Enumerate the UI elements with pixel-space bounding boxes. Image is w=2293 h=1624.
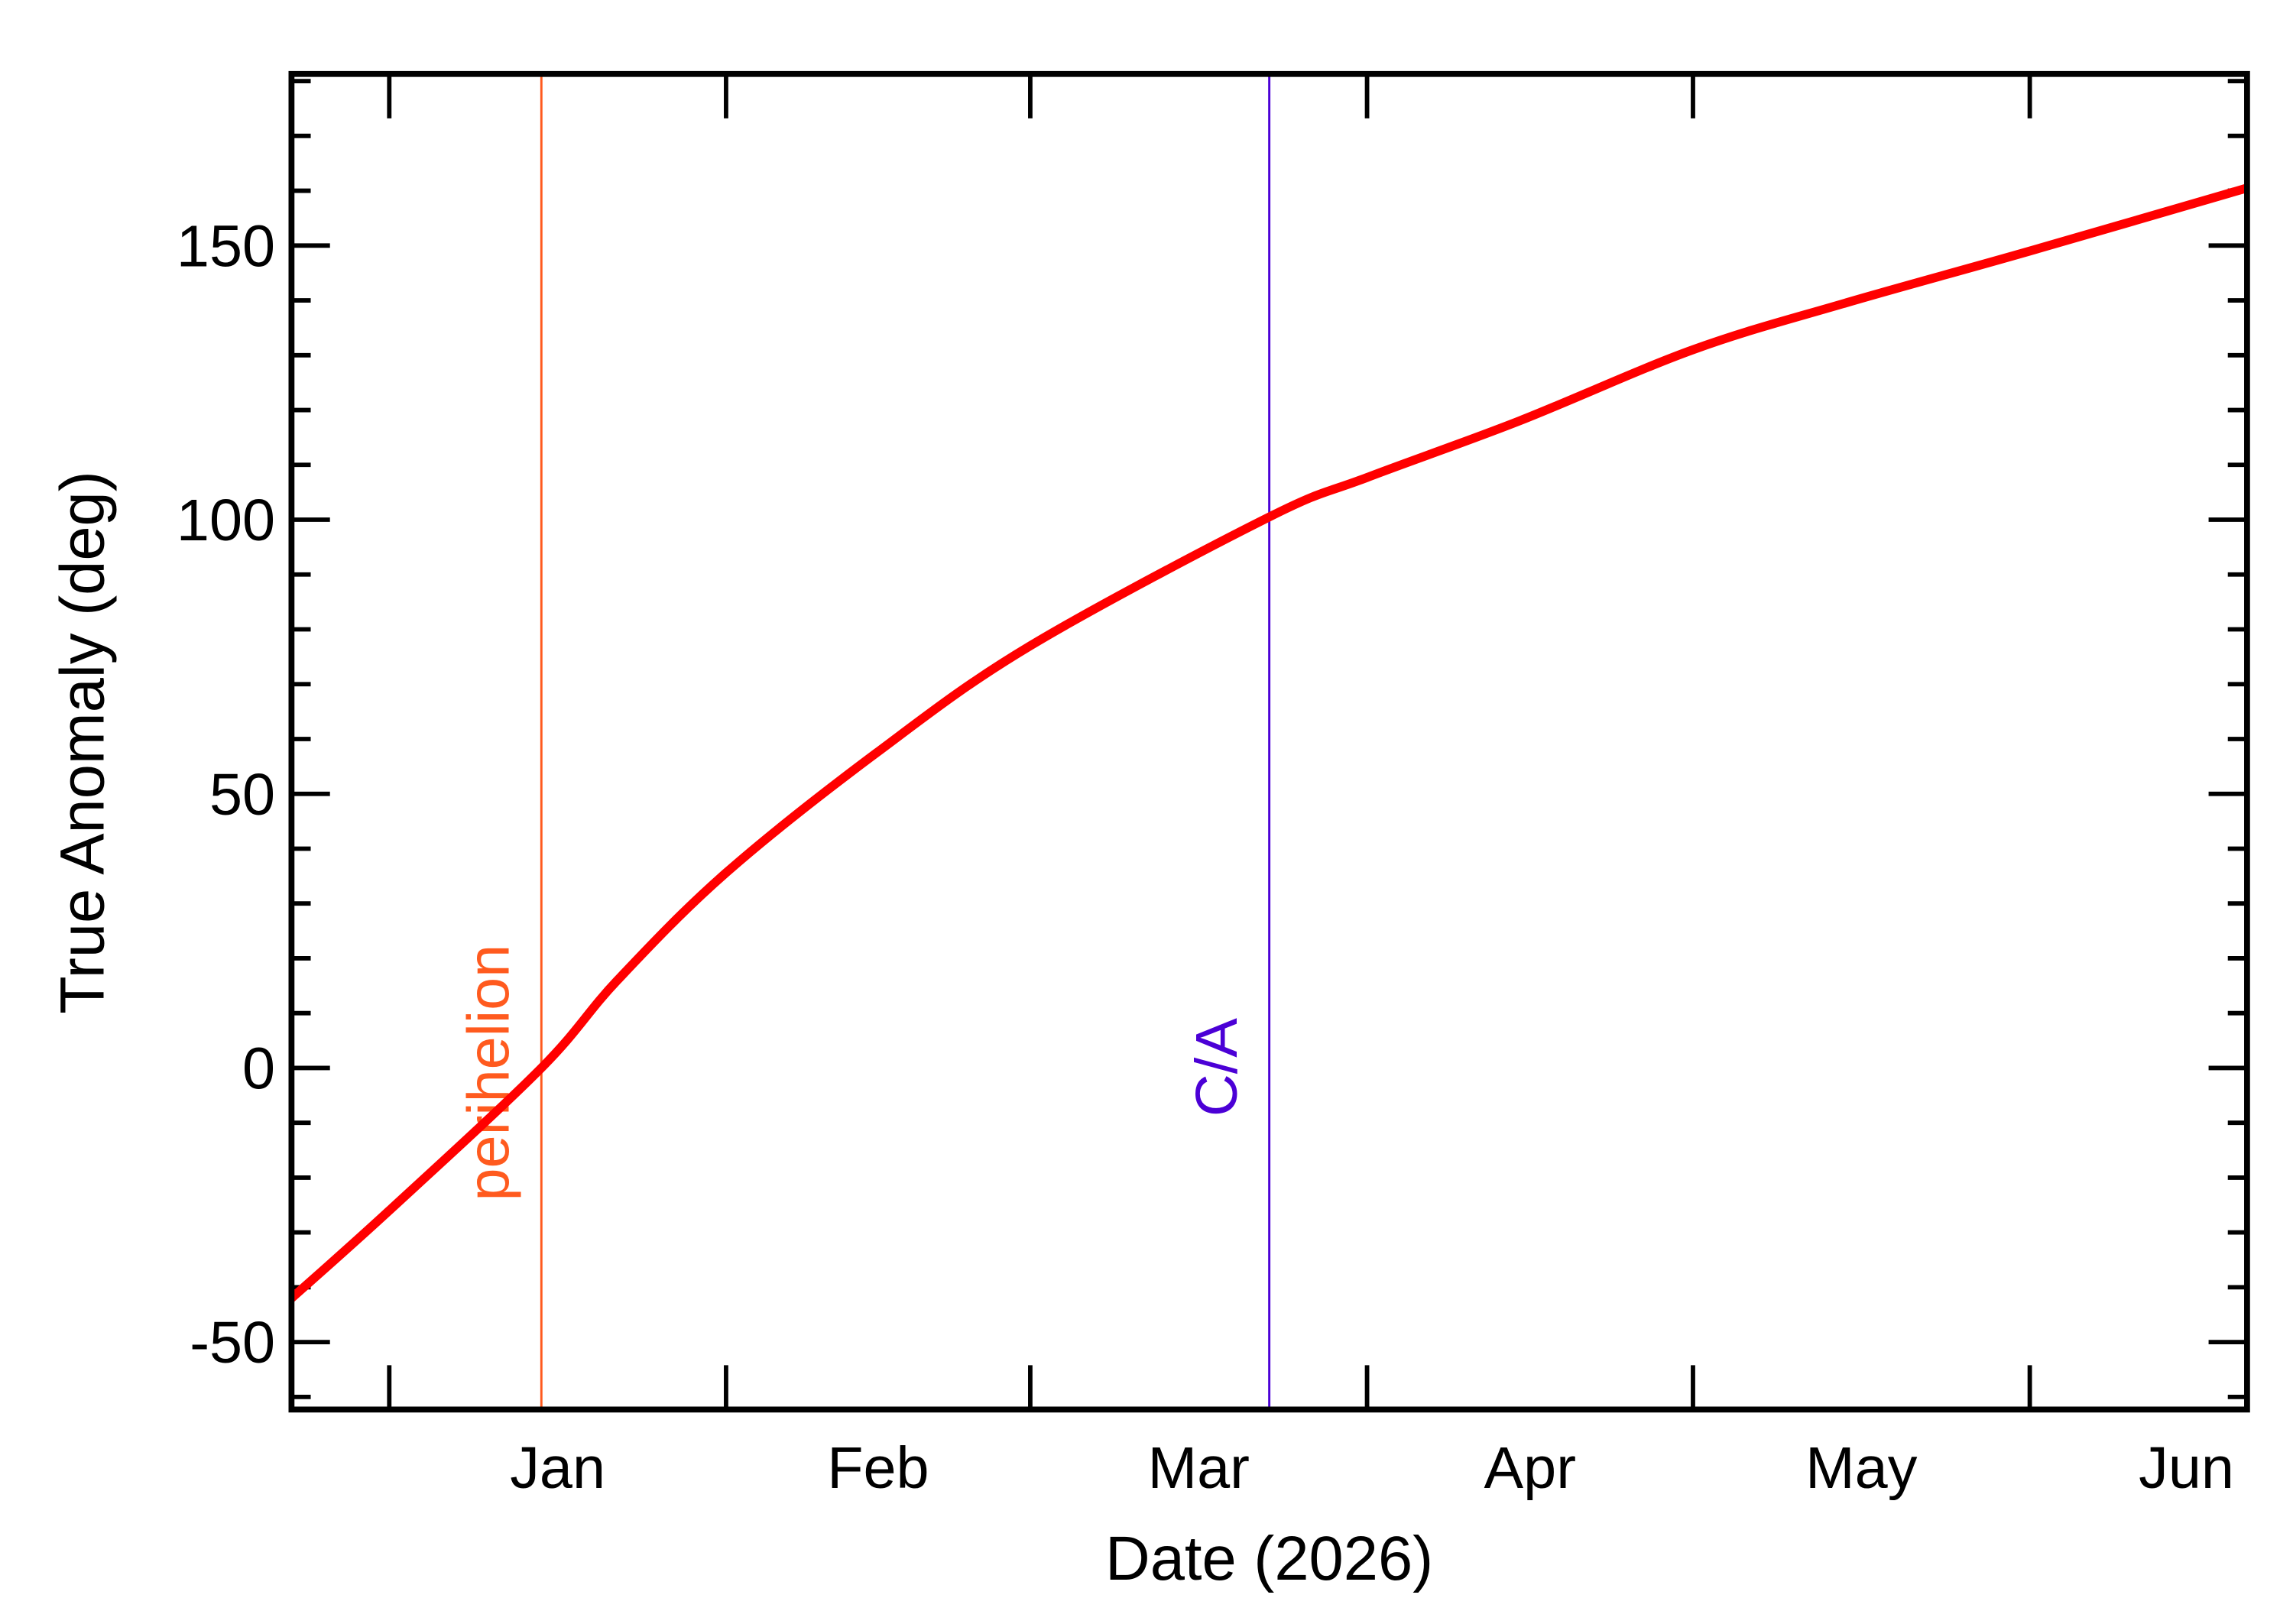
x-tick-label: Jan	[510, 1435, 605, 1501]
annotation-label: perihelion	[456, 945, 522, 1201]
y-tick-label: 150	[177, 213, 275, 279]
x-tick-label: Feb	[827, 1435, 929, 1501]
x-tick-label: Apr	[1484, 1435, 1576, 1501]
x-tick-label: Mar	[1148, 1435, 1250, 1501]
annotation-label: C/A	[1184, 1018, 1250, 1117]
y-tick-label: 100	[177, 488, 275, 553]
x-axis-label: Date (2026)	[1105, 1524, 1433, 1593]
x-tick-label: May	[1805, 1435, 1918, 1501]
true-anomaly-series-line	[288, 183, 2249, 1302]
y-tick-label: -50	[190, 1310, 275, 1376]
y-axis-label: True Anomaly (deg)	[48, 471, 118, 1014]
plot-frame	[288, 70, 2250, 1413]
y-tick-label: 50	[209, 762, 275, 828]
x-tick-label: Jun	[2139, 1435, 2234, 1501]
y-tick-label: 0	[242, 1036, 275, 1102]
